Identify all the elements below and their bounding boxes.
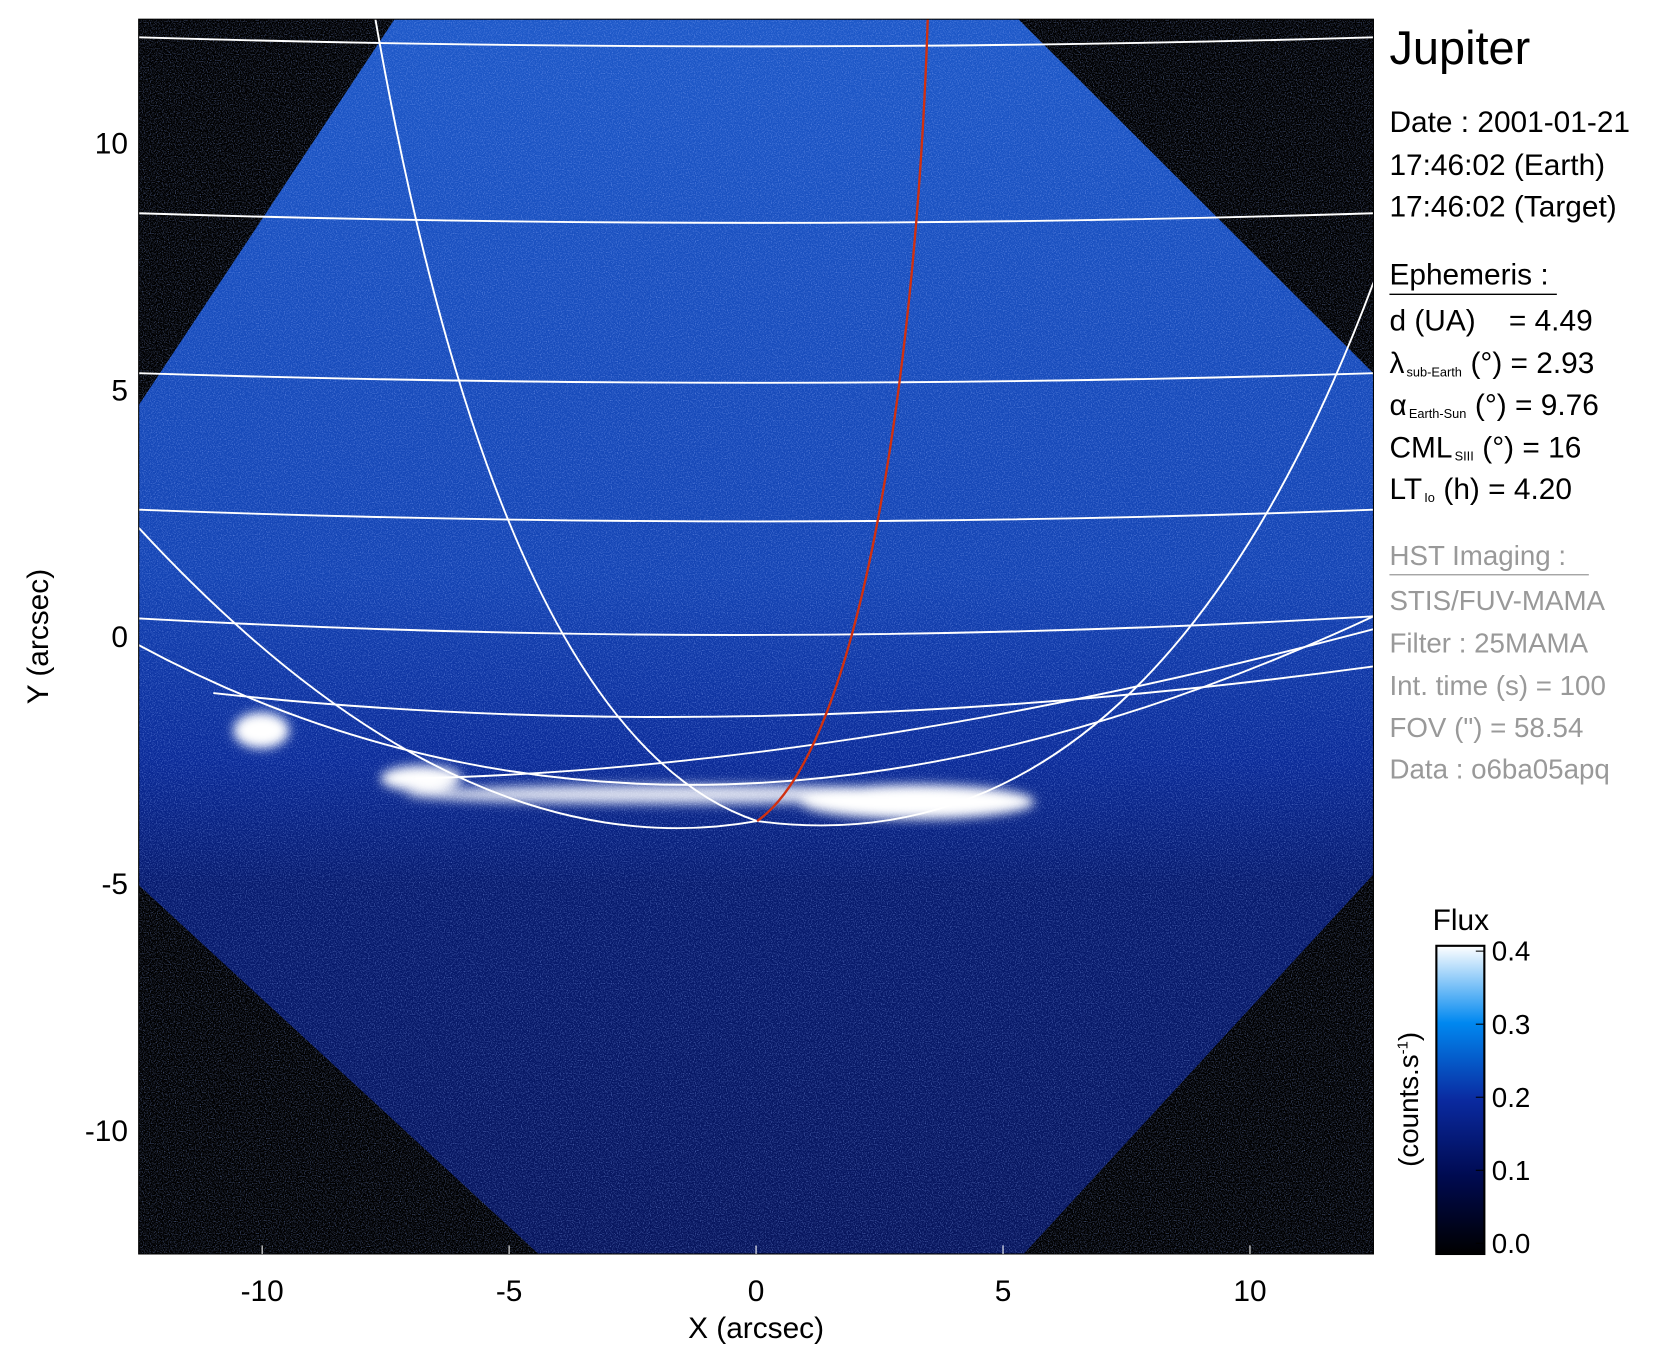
phase-angle: α Earth-Sun (°) = 9.76 [1389, 389, 1598, 422]
instrument: STIS/FUV-MAMA [1389, 585, 1605, 616]
latitude-grid-line [138, 508, 1374, 523]
x-axis-label: X (arcsec) [688, 1312, 824, 1345]
colorbar-tick-label: 0.2 [1492, 1082, 1531, 1113]
meridian-grid-line [756, 282, 1374, 827]
y-tick-label: 5 [111, 374, 128, 407]
target-title: Jupiter [1389, 22, 1530, 74]
meridian-grid-line [138, 615, 1374, 786]
time-earth: 17:46:02 (Earth) [1389, 149, 1605, 182]
colorbar [1435, 944, 1486, 1256]
io-local-time: LT Io (h) = 4.20 [1389, 473, 1572, 506]
colorbar-title: Flux [1433, 904, 1489, 937]
latitude-grid-line [138, 372, 1374, 384]
aurora-emission [233, 712, 1035, 819]
x-tick-label: 5 [995, 1275, 1012, 1308]
y-tick-label: 10 [95, 127, 128, 160]
latitude-grid-line [138, 36, 1374, 48]
y-tick-label: 0 [111, 621, 128, 654]
ephemeris-header: Ephemeris : [1389, 259, 1548, 292]
colorbar-tick-label: 0.0 [1492, 1228, 1531, 1259]
colorbar-tick-label: 0.3 [1492, 1009, 1531, 1040]
field-of-view: FOV (") = 58.54 [1389, 712, 1583, 743]
hst-header: HST Imaging : [1389, 540, 1566, 571]
sub-earth-latitude: λ sub-Earth (°) = 2.93 [1389, 347, 1594, 380]
y-axis-label: Y (arcsec) [22, 569, 55, 704]
meridian-grid-line [374, 19, 758, 822]
meridian-grid-line [415, 628, 1374, 780]
latitude-grid-line [138, 212, 1374, 224]
x-tick-label: 10 [1233, 1275, 1266, 1308]
colorbar-unit-label: (counts.s-1) [1393, 1032, 1424, 1167]
detector-noise [138, 19, 1374, 1254]
date: Date : 2001-01-21 [1389, 106, 1630, 139]
meridian-grid-line [138, 527, 758, 830]
colorbar-tick-label: 0.4 [1492, 936, 1531, 967]
dataset-id: Data : o6ba05apq [1389, 753, 1609, 784]
y-tick-label: -10 [85, 1115, 128, 1148]
image-panel [138, 19, 1374, 1254]
io-footprint-line [756, 19, 929, 823]
x-tick-label: 0 [748, 1275, 765, 1308]
x-tick-label: -10 [241, 1275, 284, 1308]
colorbar-tick-label: 0.1 [1492, 1155, 1531, 1186]
distance: d (UA) = 4.49 [1389, 305, 1592, 338]
x-tick-label: -5 [496, 1275, 523, 1308]
latitude-grid-line [213, 665, 1374, 718]
central-meridian-longitude: CML SIII (°) = 16 [1389, 431, 1581, 464]
y-tick-label: -5 [101, 868, 128, 901]
time-target: 17:46:02 (Target) [1389, 190, 1616, 223]
filter: Filter : 25MAMA [1389, 628, 1588, 659]
integration-time: Int. time (s) = 100 [1389, 670, 1605, 701]
